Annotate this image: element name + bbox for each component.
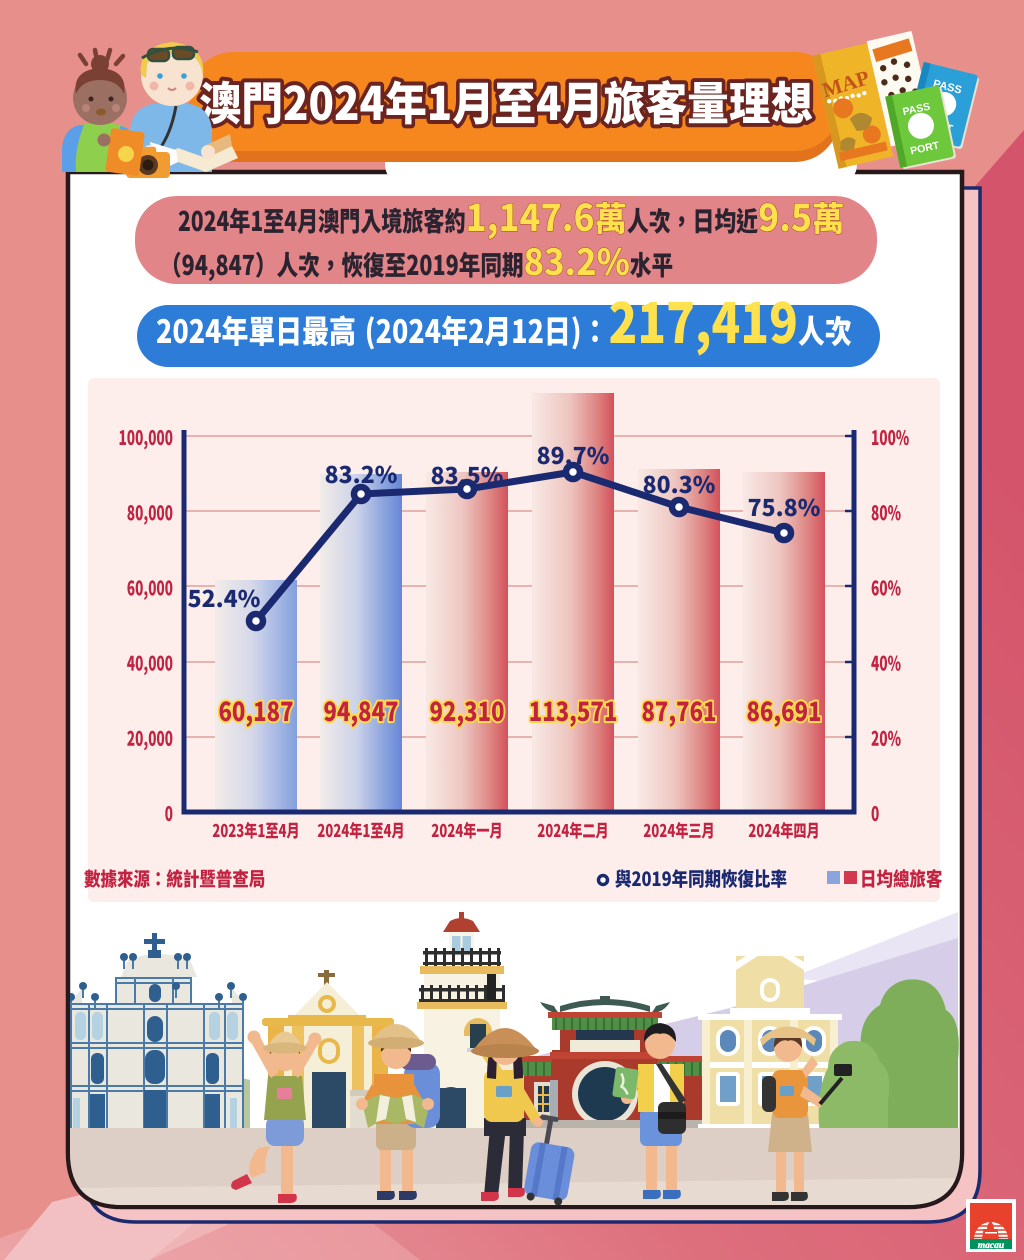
svg-text:PASS: PASS [902,101,932,119]
svg-text:macau: macau [978,1241,1004,1251]
